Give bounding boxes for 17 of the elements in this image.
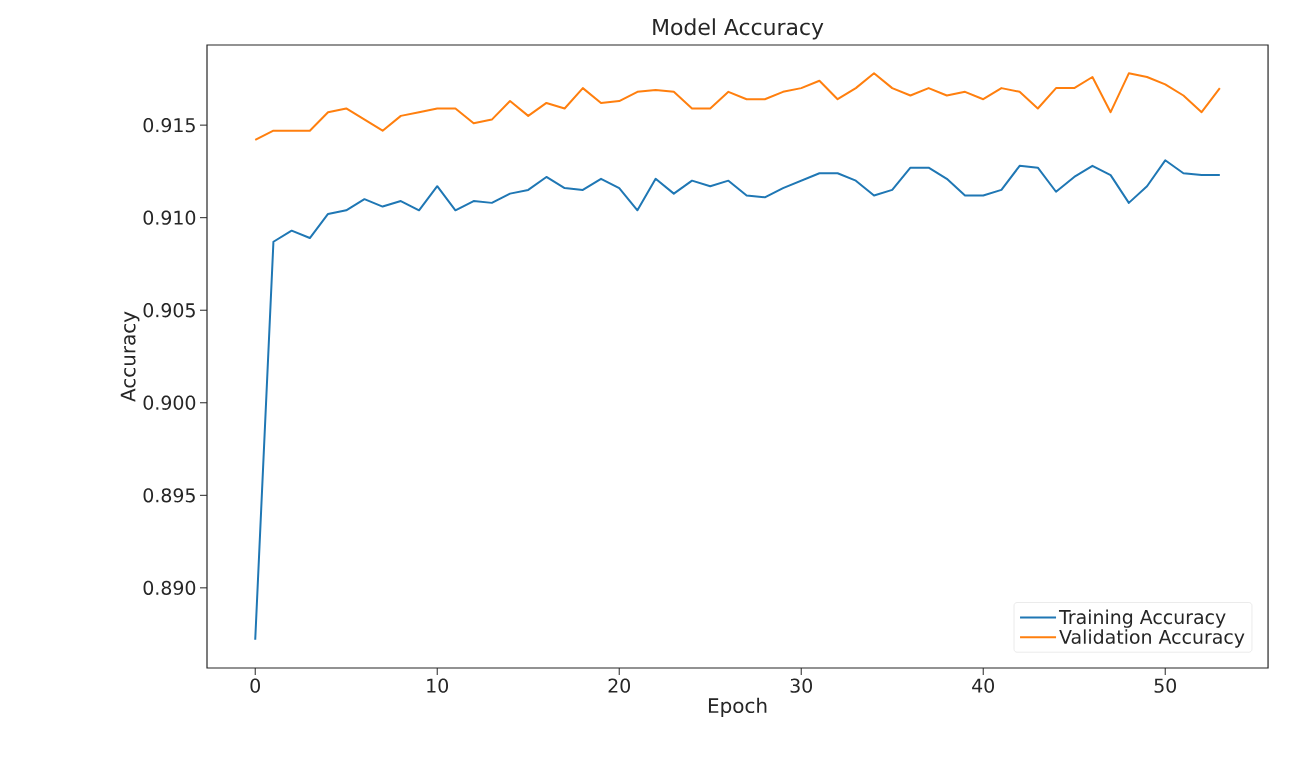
legend-label: Training Accuracy — [1058, 609, 1226, 628]
x-tick-label: 40 — [972, 678, 994, 693]
y-tick-label: 0.890 — [143, 580, 196, 596]
x-tick-label: 50 — [1154, 678, 1176, 693]
y-axis-title: Accuracy — [120, 311, 140, 402]
x-tick-label: 20 — [608, 678, 630, 693]
y-tick-label: 0.895 — [143, 488, 195, 503]
y-tick-label: 0.910 — [143, 210, 196, 225]
x-tick-label: 0 — [250, 678, 260, 693]
x-tick-label: 10 — [427, 678, 449, 693]
legend-label: Validation Accuracy — [1059, 629, 1245, 648]
chart-title: Model Accuracy — [653, 18, 824, 40]
x-tick-label: 30 — [790, 678, 812, 693]
x-axis-title: Epoch — [708, 697, 767, 717]
y-tick-label: 0.915 — [143, 117, 195, 133]
y-tick-label: 0.900 — [143, 395, 196, 410]
y-tick-label: 0.905 — [143, 303, 195, 318]
